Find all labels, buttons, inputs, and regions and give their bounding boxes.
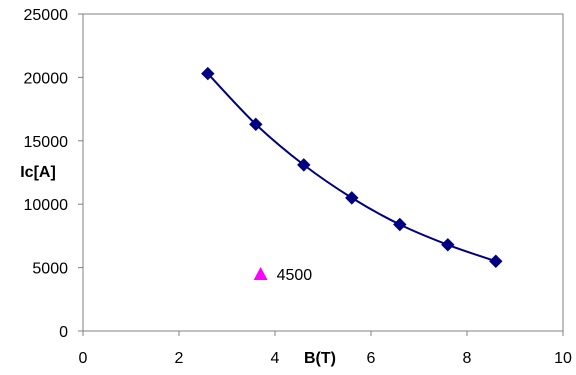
data-point-triangle — [253, 266, 268, 280]
x-tick-label: 4 — [271, 350, 280, 367]
x-tick-label: 10 — [554, 350, 572, 367]
annotations: 4500 — [277, 267, 313, 284]
y-tick-label: 0 — [59, 324, 68, 341]
y-tick-label: 5000 — [32, 261, 68, 278]
series-layer — [201, 66, 503, 280]
data-point-diamond — [393, 217, 407, 232]
y-axis-ticks: 0 5000 10000 15000 20000 25000 — [24, 7, 83, 341]
x-tick-label: 0 — [79, 350, 88, 367]
data-point-diamond — [297, 158, 311, 172]
data-point-diamond — [345, 191, 359, 205]
annotation-label: 4500 — [277, 267, 313, 284]
data-point-diamond — [441, 238, 455, 252]
x-axis-title: B(T) — [304, 350, 336, 367]
y-tick-label: 25000 — [24, 7, 69, 24]
x-tick-label: 2 — [175, 350, 184, 367]
data-point-diamond — [489, 254, 503, 268]
series-line — [207, 72, 497, 263]
y-tick-label: 20000 — [24, 70, 69, 87]
x-tick-label: 8 — [463, 350, 472, 367]
y-tick-label: 10000 — [24, 197, 69, 214]
data-point-diamond — [249, 117, 263, 132]
x-axis-ticks: 0 2 4 6 8 10 — [79, 331, 572, 367]
plot-area-frame — [82, 13, 564, 332]
x-tick-label: 6 — [367, 350, 376, 367]
y-axis-title: Ic[A] — [20, 164, 56, 181]
y-tick-label: 15000 — [24, 134, 69, 151]
data-point-diamond — [201, 66, 215, 81]
